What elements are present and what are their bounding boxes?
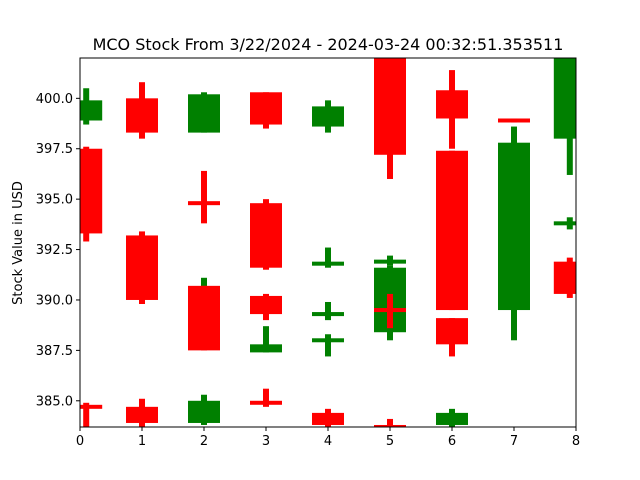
candle — [250, 92, 282, 129]
chart-title: MCO Stock From 3/22/2024 - 2024-03-24 00… — [93, 35, 564, 54]
y-tick-label: 395.0 — [36, 193, 73, 208]
candle — [188, 394, 220, 425]
candle — [553, 217, 576, 230]
candle-body — [126, 98, 158, 133]
candle-wick — [325, 301, 331, 321]
candle-body — [188, 201, 220, 206]
candles-layer — [80, 58, 576, 427]
candle — [250, 199, 282, 270]
candle — [250, 388, 282, 407]
candle-body — [312, 412, 344, 425]
candle — [250, 326, 282, 353]
candle — [80, 402, 103, 427]
candle — [374, 418, 406, 427]
candle — [553, 58, 576, 175]
x-axis: 0 1 2 3 4 5 6 7 8 — [76, 427, 580, 449]
x-tick-label: 3 — [262, 434, 270, 449]
candle-body — [80, 148, 103, 234]
candle-wick — [325, 247, 331, 268]
candle-body — [312, 106, 344, 127]
candle-body — [374, 308, 406, 313]
candle — [436, 70, 468, 149]
candle — [498, 126, 530, 341]
candle — [80, 88, 103, 125]
candle-body — [126, 235, 158, 300]
candle — [312, 301, 344, 321]
candle-body — [250, 295, 282, 315]
candle — [312, 247, 344, 268]
candle — [436, 150, 468, 311]
candle-body — [250, 344, 282, 353]
candle — [188, 285, 220, 351]
candle-body — [188, 400, 220, 423]
candle-wick — [83, 402, 90, 427]
candle-wick — [263, 326, 269, 353]
candle-body — [312, 338, 344, 343]
x-tick-label: 5 — [386, 434, 394, 449]
candle — [80, 146, 103, 242]
candle-wick — [325, 334, 331, 357]
x-tick-label: 2 — [200, 434, 208, 449]
y-tick-label: 385.0 — [36, 394, 73, 409]
candle — [374, 293, 406, 329]
y-axis-label: Stock Value in USD — [11, 181, 26, 305]
candle-body — [312, 312, 344, 317]
candle — [188, 170, 220, 224]
candle-body — [188, 94, 220, 133]
candle-body — [80, 404, 103, 409]
candle — [374, 255, 406, 266]
candle-body — [498, 142, 530, 311]
candle-body — [374, 424, 406, 427]
candle-body — [250, 400, 282, 405]
candle-body — [126, 406, 158, 423]
candle-body — [374, 58, 406, 155]
candle — [553, 257, 576, 298]
candle — [498, 118, 530, 123]
x-tick-label: 4 — [324, 434, 332, 449]
candle-wick — [263, 388, 269, 407]
candle — [250, 293, 282, 321]
candle — [312, 100, 344, 133]
candle-body — [436, 90, 468, 119]
candle — [126, 398, 158, 427]
y-tick-label: 387.5 — [36, 344, 73, 359]
candle-body — [553, 58, 576, 139]
y-tick-label: 397.5 — [36, 142, 73, 157]
candle-body — [436, 412, 468, 425]
candle — [126, 82, 158, 139]
y-axis: 385.0 387.5 390.0 392.5 395.0 397.5 400.0 — [36, 92, 80, 409]
candle-body — [553, 261, 576, 294]
candle — [126, 231, 158, 304]
candle — [436, 318, 468, 357]
candle-wick — [201, 170, 207, 224]
candle-body — [80, 100, 103, 121]
x-tick-label: 6 — [448, 434, 456, 449]
candle-body — [553, 221, 576, 226]
candle-body — [250, 203, 282, 268]
x-tick-label: 7 — [510, 434, 518, 449]
candle-body — [436, 318, 468, 345]
candle-body — [250, 92, 282, 125]
y-tick-label: 390.0 — [36, 293, 73, 308]
candle — [436, 408, 468, 427]
candle — [312, 408, 344, 427]
candle-body — [436, 150, 468, 311]
x-tick-label: 8 — [572, 434, 580, 449]
y-tick-label: 392.5 — [36, 243, 73, 258]
candle-body — [374, 259, 406, 264]
candle-body — [312, 261, 344, 266]
candle — [312, 334, 344, 357]
candle-wick — [387, 418, 393, 427]
candle-body — [498, 118, 530, 123]
x-tick-label: 0 — [76, 434, 84, 449]
candle — [374, 58, 406, 179]
candle — [188, 92, 220, 133]
x-tick-label: 1 — [138, 434, 146, 449]
candle-body — [188, 285, 220, 351]
y-tick-label: 400.0 — [36, 92, 73, 107]
